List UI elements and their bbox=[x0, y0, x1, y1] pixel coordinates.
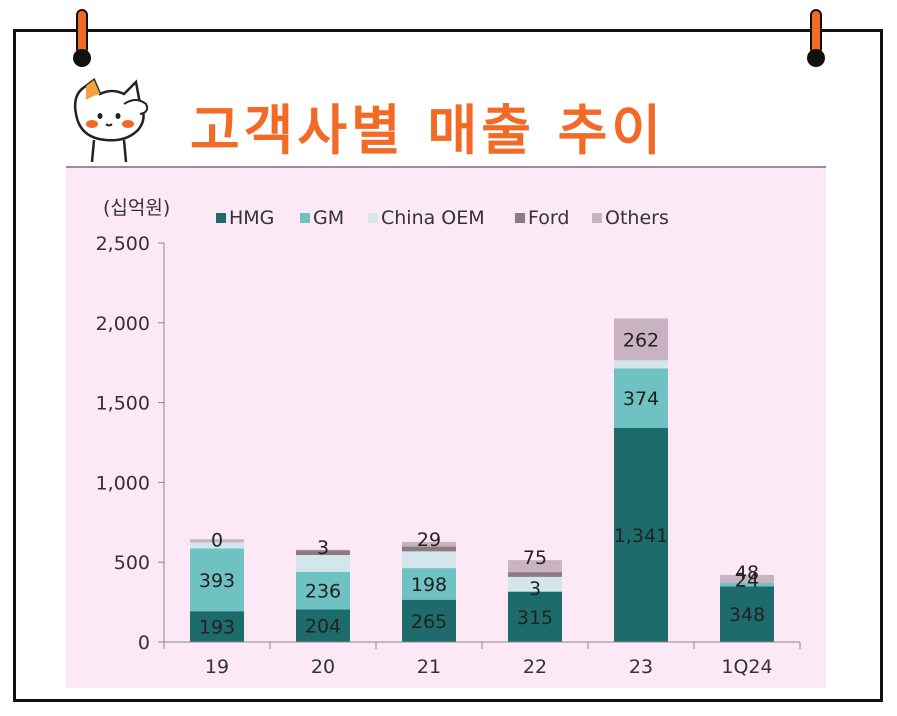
data-label: 348 bbox=[729, 604, 765, 626]
x-tick-label: 22 bbox=[523, 656, 547, 678]
y-tick-label: 1,500 bbox=[96, 393, 150, 415]
data-label: 315 bbox=[517, 607, 553, 629]
legend-swatch bbox=[300, 213, 310, 223]
bar-segment bbox=[190, 542, 244, 549]
legend-label: HMG bbox=[229, 207, 274, 229]
bar-segment bbox=[402, 551, 456, 569]
bar-segment bbox=[614, 427, 668, 642]
page-title: 고객사별 매출 추이 bbox=[190, 99, 666, 162]
bar-segment bbox=[720, 574, 774, 583]
bar-segment bbox=[614, 368, 668, 428]
x-tick-label: 21 bbox=[417, 656, 441, 678]
y-tick-label: 2,000 bbox=[96, 313, 150, 335]
bar-segment bbox=[614, 360, 668, 369]
x-tick-label: 23 bbox=[629, 656, 653, 678]
data-label: 265 bbox=[411, 611, 447, 633]
data-label: 3 bbox=[317, 537, 329, 559]
data-label: 236 bbox=[305, 581, 341, 603]
data-label: 262 bbox=[623, 329, 659, 351]
legend-swatch bbox=[592, 213, 602, 223]
bar-segment bbox=[508, 572, 562, 577]
data-label: 204 bbox=[305, 616, 341, 638]
revenue-stacked-bar-chart: (십억원) HMG GM China OEM Ford Others 0 500 1,000… bbox=[66, 168, 826, 688]
data-label: 24 bbox=[735, 570, 759, 592]
legend: HMG GM China OEM Ford Others bbox=[216, 207, 669, 229]
x-tick-label: 1Q24 bbox=[721, 656, 772, 678]
bar-segment bbox=[190, 548, 244, 612]
x-tick-label: 19 bbox=[205, 656, 229, 678]
bar-segment bbox=[190, 611, 244, 642]
bar-segment bbox=[402, 568, 456, 600]
bar-segment bbox=[402, 541, 456, 547]
data-label: 29 bbox=[417, 529, 441, 551]
bar-segment bbox=[402, 599, 456, 642]
bar-segment bbox=[402, 546, 456, 552]
legend-swatch bbox=[515, 213, 525, 223]
y-axis: 0 500 1,000 1,500 2,000 2,500 bbox=[96, 233, 165, 654]
data-label: 193 bbox=[199, 617, 235, 639]
bar-segment bbox=[508, 576, 562, 592]
bar-segment bbox=[508, 591, 562, 642]
x-tick-label: 20 bbox=[311, 656, 335, 678]
data-label: 48 bbox=[735, 562, 759, 584]
cat-mascot-icon bbox=[73, 78, 149, 163]
bar-segment bbox=[614, 318, 668, 361]
title-divider bbox=[66, 166, 826, 168]
legend-swatch bbox=[216, 213, 226, 223]
data-label: 0 bbox=[211, 529, 223, 551]
bar-segment bbox=[720, 586, 774, 642]
data-label: 198 bbox=[411, 574, 447, 596]
y-tick-label: 500 bbox=[114, 552, 150, 574]
bars: 193 393 0 204 236 3 265 198 29 315 3 75 1,341 374 262 3… bbox=[190, 318, 774, 642]
bar-segment bbox=[296, 550, 350, 556]
data-label: 374 bbox=[623, 388, 659, 410]
data-label: 75 bbox=[523, 547, 547, 569]
data-label: 3 bbox=[529, 578, 541, 600]
legend-label: GM bbox=[313, 207, 344, 229]
data-label: 393 bbox=[199, 570, 235, 592]
bar-segment bbox=[190, 539, 244, 543]
bar-segment bbox=[296, 571, 350, 610]
x-axis: 19 20 21 22 23 1Q24 bbox=[163, 641, 801, 678]
legend-label: Others bbox=[605, 207, 669, 229]
bar-segment bbox=[508, 560, 562, 573]
right-pin-icon bbox=[807, 9, 825, 67]
y-tick-label: 1,000 bbox=[96, 472, 150, 494]
bar-segment bbox=[296, 609, 350, 642]
legend-label: China OEM bbox=[381, 207, 485, 229]
data-label: 1,341 bbox=[614, 525, 668, 547]
left-pin-icon bbox=[73, 9, 91, 67]
bar-segment bbox=[720, 582, 774, 587]
bar-segment bbox=[296, 555, 350, 572]
unit-label: (십억원) bbox=[103, 197, 170, 219]
legend-swatch bbox=[368, 213, 378, 223]
y-tick-label: 0 bbox=[138, 632, 150, 654]
y-tick-label: 2,500 bbox=[96, 233, 150, 255]
legend-label: Ford bbox=[528, 207, 569, 229]
